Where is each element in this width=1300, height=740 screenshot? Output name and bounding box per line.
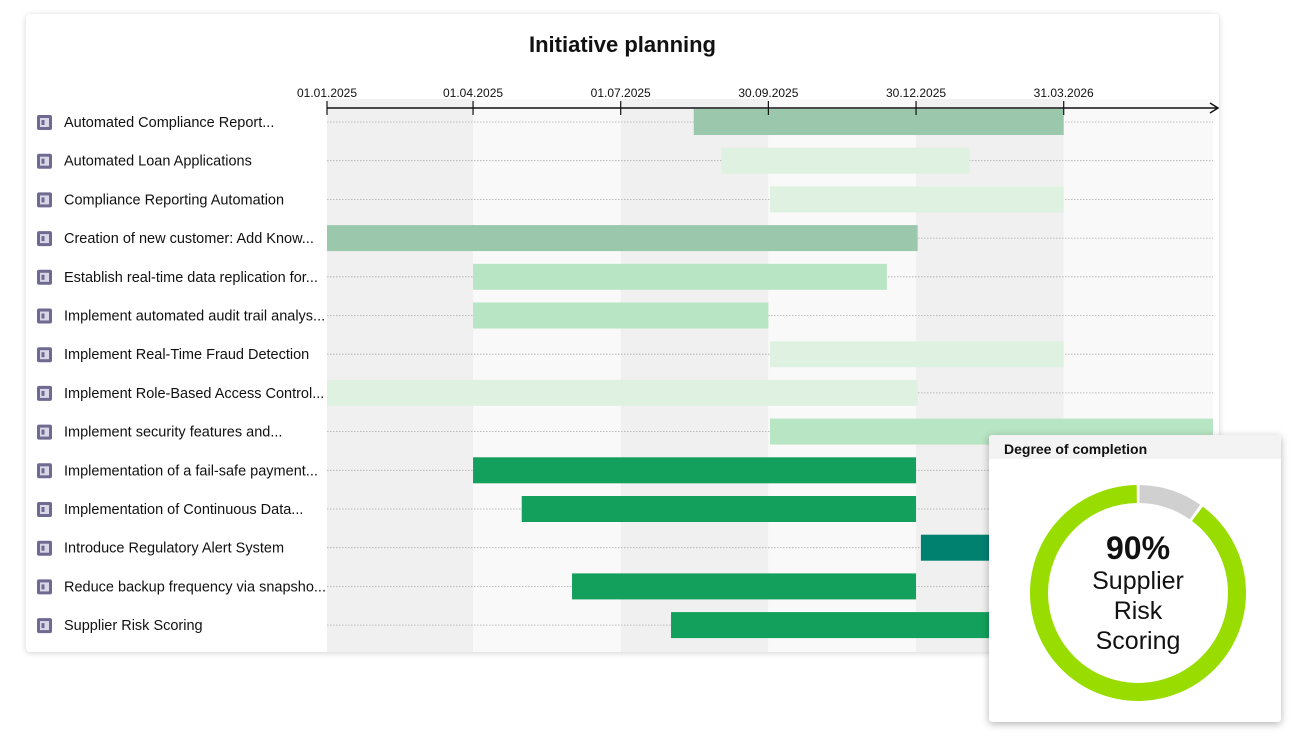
initiative-icon-mark [41,507,45,512]
quarter-band [473,99,621,652]
initiative-label: Implementation of Continuous Data... [64,502,303,518]
timeline-tick-label: 30.09.2025 [738,86,798,100]
quarter-band [768,99,917,652]
popup-header: Degree of completion [989,435,1281,459]
initiative-label: Implement Real-Time Fraud Detection [64,347,309,363]
completion-popup: Degree of completion 90% Supplier Risk S… [989,435,1281,722]
donut-completed-arc [1030,485,1246,701]
quarter-band [327,99,474,652]
initiative-label: Automated Compliance Report... [64,115,274,131]
donut-ring [1030,485,1246,701]
timeline-tick-label: 01.07.2025 [591,86,651,100]
initiative-bar[interactable] [770,186,1064,213]
initiative-bar[interactable] [521,496,917,522]
initiative-bar[interactable] [693,109,1064,135]
timeline-tick-label: 31.03.2026 [1034,86,1094,100]
initiative-label: Introduce Regulatory Alert System [64,541,284,557]
initiative-label: Establish real-time data replication for… [64,270,318,286]
initiative-label: Implementation of a fail-safe payment... [64,463,318,479]
initiative-icon-mark [41,390,45,396]
quarter-band [620,99,769,652]
initiative-icon-mark [41,545,45,551]
initiative-icon-mark [41,584,45,590]
initiative-icon-mark [41,120,45,125]
initiative-label: Creation of new customer: Add Know... [64,231,314,247]
initiative-label: Reduce backup frequency via snapsho... [64,579,326,595]
donut-center: 90% Supplier Risk Scoring [1027,482,1249,704]
initiative-bar[interactable] [770,341,1064,368]
initiative-icon-mark [41,197,45,203]
completion-percent: 90% [1105,530,1171,566]
initiative-label: Compliance Reporting Automation [64,192,284,208]
initiative-icon-mark [41,429,45,435]
popup-title: Degree of completion [1004,441,1148,457]
initiative-icon-mark [41,274,45,280]
initiative-icon-mark [41,313,45,319]
initiative-icon-mark [41,236,45,242]
initiative-bar[interactable] [473,302,769,329]
initiative-label: Implement automated audit trail analys..… [64,309,325,325]
initiative-bar[interactable] [473,263,887,290]
completion-initiative-name: Supplier Risk Scoring [1092,567,1184,655]
initiative-bar[interactable] [721,147,970,174]
initiative-icon-mark [41,352,45,358]
initiative-bar[interactable] [327,225,918,252]
initiative-label: Implement security features and... [64,425,282,441]
timeline-tick-label: 30.12.2025 [886,86,946,100]
initiative-label: Automated Loan Applications [64,154,252,170]
timeline-tick-label: 01.04.2025 [443,86,503,100]
timeline-tick-label: 01.01.2025 [297,86,357,100]
initiative-bar[interactable] [327,379,918,406]
initiative-label: Implement Role-Based Access Control... [64,386,324,402]
initiative-icon-mark [41,623,45,629]
completion-donut [1030,485,1246,701]
initiative-bar[interactable] [473,457,917,484]
initiative-label: Supplier Risk Scoring [64,618,203,634]
timeline-arrow [1209,102,1219,114]
chart-title: Initiative planning [528,32,716,57]
initiative-icon-mark [41,468,45,474]
initiative-icon-mark [41,158,45,164]
initiative-bar[interactable] [572,573,917,600]
